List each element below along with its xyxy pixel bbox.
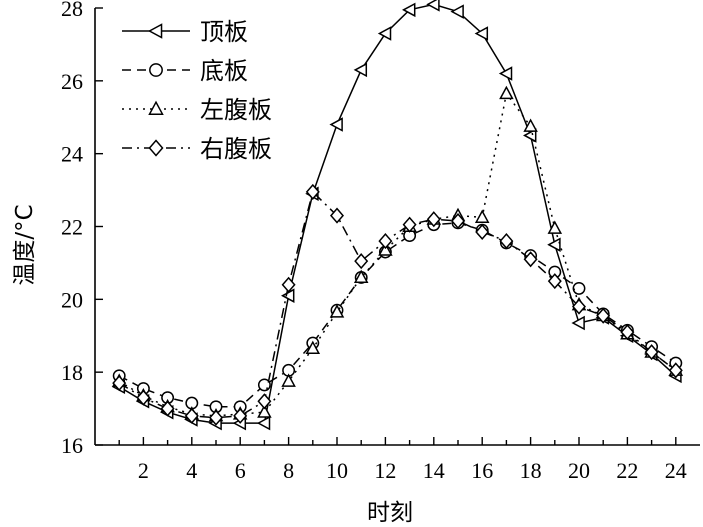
- y-tick-label: 18: [61, 360, 83, 385]
- y-axis-title: 温度/°C: [12, 204, 38, 285]
- data-point: [353, 269, 369, 284]
- x-tick-label: 16: [471, 458, 493, 483]
- legend-label: 左腹板: [200, 96, 272, 124]
- x-tick-label: 24: [665, 458, 687, 483]
- data-point: [572, 298, 586, 315]
- data-point: [572, 281, 586, 295]
- data-point: [474, 209, 490, 223]
- data-point: [499, 85, 514, 100]
- series-line: [118, 190, 677, 419]
- legend-marker: [148, 139, 164, 157]
- data-point: [402, 216, 417, 233]
- x-tick-label: 12: [374, 458, 396, 483]
- data-point: [475, 223, 490, 241]
- data-point: [451, 212, 465, 230]
- series-4: [112, 183, 683, 426]
- data-point: [257, 393, 272, 410]
- data-point: [281, 276, 296, 293]
- data-point: [547, 273, 562, 290]
- data-point: [377, 26, 392, 41]
- series-1: [111, 0, 682, 431]
- data-point: [233, 407, 248, 424]
- data-point: [668, 362, 683, 379]
- data-point: [209, 409, 223, 426]
- data-point: [281, 373, 296, 387]
- legend-item: 顶板: [122, 18, 248, 46]
- data-point: [281, 288, 295, 303]
- data-point: [644, 344, 659, 361]
- data-point: [402, 2, 416, 18]
- data-point: [378, 233, 393, 250]
- data-point: [426, 0, 440, 12]
- data-point: [523, 128, 537, 143]
- x-tick-label: 10: [326, 458, 348, 483]
- series-layer: [111, 0, 684, 431]
- legend-item: 底板: [122, 57, 248, 85]
- x-tick-label: 8: [283, 458, 294, 483]
- legend-item: 右腹板: [122, 135, 272, 163]
- x-tick-label: 2: [138, 458, 149, 483]
- x-tick-label: 22: [616, 458, 638, 483]
- legend-marker: [148, 100, 164, 115]
- series-3: [111, 85, 684, 422]
- data-point: [329, 304, 345, 318]
- data-point: [523, 118, 538, 132]
- legend-item: 左腹板: [122, 96, 272, 124]
- data-point: [498, 66, 513, 81]
- legend-marker: [147, 23, 163, 39]
- legend-label: 顶板: [200, 18, 248, 46]
- y-tick-label: 28: [61, 0, 83, 21]
- legend-label: 右腹板: [200, 135, 272, 163]
- data-point: [184, 407, 199, 424]
- x-tick-label: 20: [568, 458, 590, 483]
- data-point: [547, 220, 563, 234]
- data-point: [305, 340, 321, 355]
- data-point: [596, 307, 611, 324]
- y-tick-label: 20: [61, 287, 83, 312]
- data-point: [160, 400, 175, 417]
- data-point: [112, 375, 127, 392]
- data-point: [329, 117, 343, 132]
- y-tick-label: 26: [61, 69, 83, 94]
- y-tick-label: 22: [61, 215, 83, 240]
- series-line: [118, 222, 677, 408]
- legend-marker: [149, 63, 163, 77]
- data-point: [426, 211, 441, 228]
- x-tick-label: 4: [186, 458, 197, 483]
- data-point: [523, 251, 538, 268]
- x-tick-label: 6: [235, 458, 246, 483]
- data-point: [305, 183, 320, 200]
- data-point: [257, 404, 272, 418]
- x-tick-label: 14: [423, 458, 445, 483]
- x-tick-label: 18: [520, 458, 542, 483]
- data-point: [353, 62, 368, 78]
- data-point: [450, 4, 464, 19]
- data-point: [620, 324, 635, 341]
- data-point: [136, 389, 151, 406]
- series-2: [112, 216, 683, 414]
- data-point: [256, 415, 271, 431]
- data-point: [378, 242, 393, 256]
- y-tick-label: 24: [61, 142, 83, 167]
- y-tick-label: 16: [61, 433, 83, 458]
- data-point: [474, 26, 489, 41]
- data-point: [499, 233, 514, 250]
- data-point: [547, 237, 561, 252]
- data-point: [354, 253, 369, 270]
- x-axis-title: 时刻: [367, 500, 413, 526]
- data-point: [330, 207, 344, 224]
- data-point: [571, 315, 585, 331]
- legend-label: 底板: [200, 57, 248, 85]
